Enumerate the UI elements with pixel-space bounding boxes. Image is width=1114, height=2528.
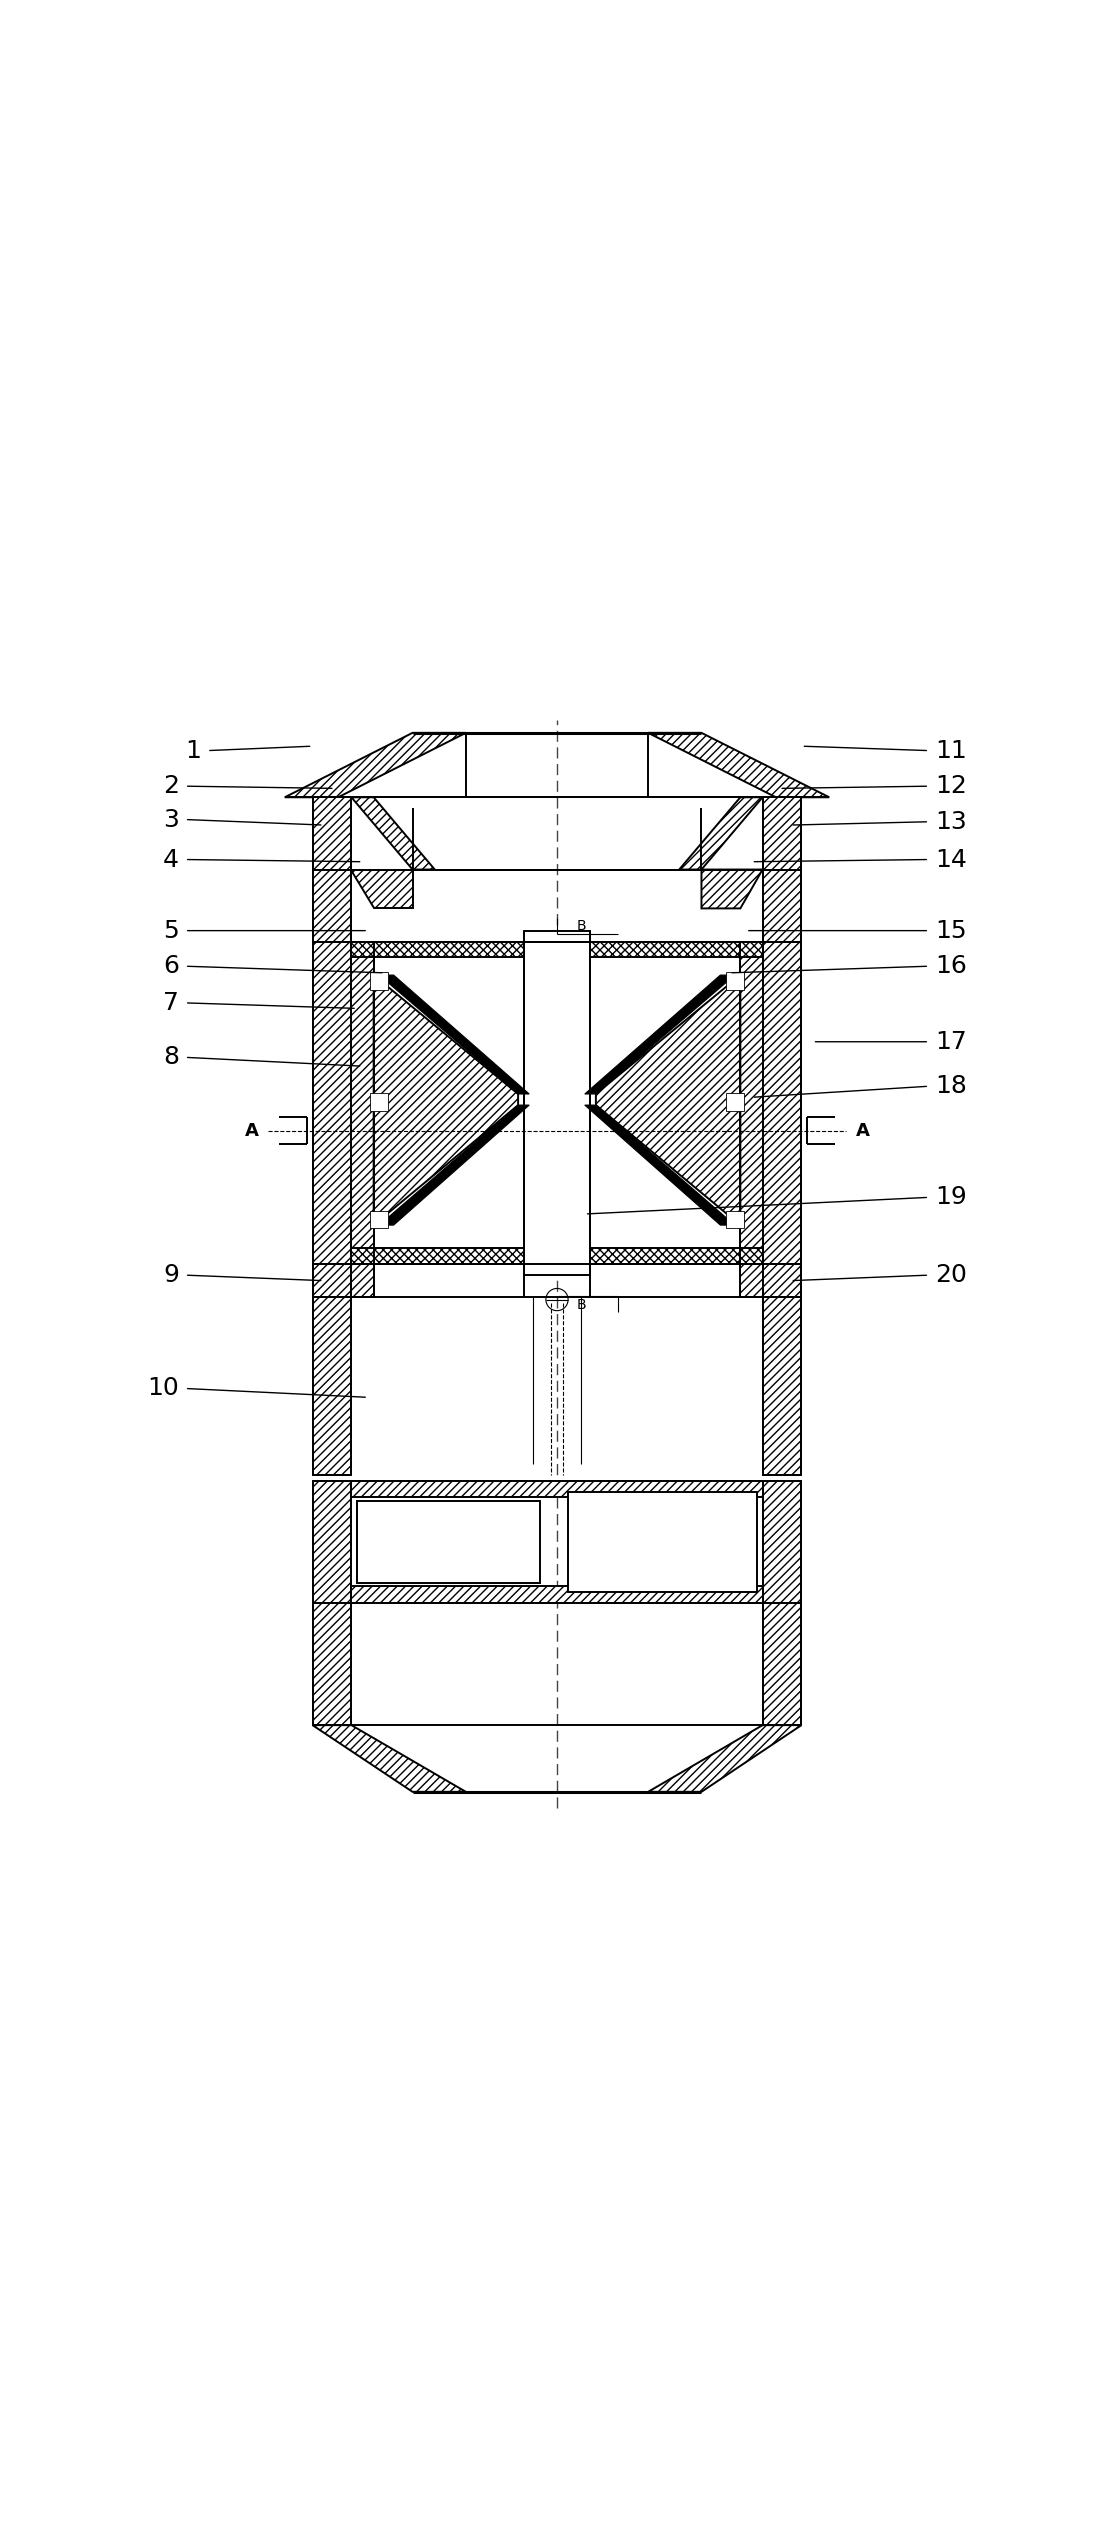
Bar <box>351 1585 763 1603</box>
Bar <box>763 796 801 870</box>
Polygon shape <box>585 976 735 1095</box>
Text: A: A <box>244 1122 258 1140</box>
Polygon shape <box>648 1724 801 1792</box>
Bar <box>351 1481 763 1497</box>
Bar <box>313 1264 351 1297</box>
Bar <box>763 1603 801 1724</box>
Polygon shape <box>648 733 829 796</box>
Bar <box>313 1481 351 1603</box>
Bar <box>763 870 801 943</box>
Bar <box>763 1297 801 1476</box>
Text: 9: 9 <box>164 1264 179 1287</box>
Polygon shape <box>373 976 518 1226</box>
Bar <box>763 1264 801 1297</box>
Bar <box>356 1502 540 1583</box>
Polygon shape <box>702 870 763 908</box>
Text: B: B <box>577 1297 587 1312</box>
Bar <box>351 1249 763 1264</box>
Bar <box>351 943 763 958</box>
Text: 11: 11 <box>935 738 967 763</box>
Text: 4: 4 <box>163 847 179 872</box>
Polygon shape <box>596 976 741 1226</box>
Bar <box>726 1092 744 1110</box>
Polygon shape <box>313 1724 466 1792</box>
Text: 8: 8 <box>163 1044 179 1069</box>
Text: 13: 13 <box>935 809 967 834</box>
Text: 3: 3 <box>164 806 179 832</box>
Text: 17: 17 <box>935 1029 967 1054</box>
Bar <box>741 1264 763 1297</box>
Polygon shape <box>285 733 466 796</box>
Text: 1: 1 <box>186 738 202 763</box>
Polygon shape <box>585 1105 735 1226</box>
Bar <box>313 1297 351 1476</box>
Bar <box>313 870 351 943</box>
Bar <box>568 1492 758 1593</box>
Text: 18: 18 <box>935 1074 967 1097</box>
Bar <box>524 930 590 1274</box>
Bar <box>763 1481 801 1603</box>
Bar <box>726 1211 744 1229</box>
Polygon shape <box>351 870 412 908</box>
Text: A: A <box>856 1122 870 1140</box>
Bar <box>313 796 351 870</box>
Bar <box>370 971 388 988</box>
Text: 10: 10 <box>147 1375 179 1401</box>
Bar <box>370 1092 388 1110</box>
Text: 2: 2 <box>163 774 179 799</box>
Text: 5: 5 <box>164 918 179 943</box>
Bar <box>726 971 744 988</box>
Text: 15: 15 <box>935 918 967 943</box>
Text: 20: 20 <box>935 1264 967 1287</box>
Bar <box>313 1603 351 1724</box>
Polygon shape <box>379 976 529 1095</box>
Polygon shape <box>351 796 434 870</box>
Text: 19: 19 <box>935 1186 967 1208</box>
Text: 12: 12 <box>935 774 967 799</box>
Bar <box>351 943 373 1264</box>
Bar <box>370 1211 388 1229</box>
Polygon shape <box>680 796 763 870</box>
Text: 14: 14 <box>935 847 967 872</box>
Text: B: B <box>577 920 587 933</box>
Bar <box>741 943 763 1264</box>
Polygon shape <box>379 1105 529 1226</box>
Text: 6: 6 <box>163 953 179 978</box>
Text: 7: 7 <box>164 991 179 1014</box>
Bar <box>351 1264 373 1297</box>
Text: 16: 16 <box>935 953 967 978</box>
Bar <box>763 943 801 1264</box>
Bar <box>313 943 351 1264</box>
